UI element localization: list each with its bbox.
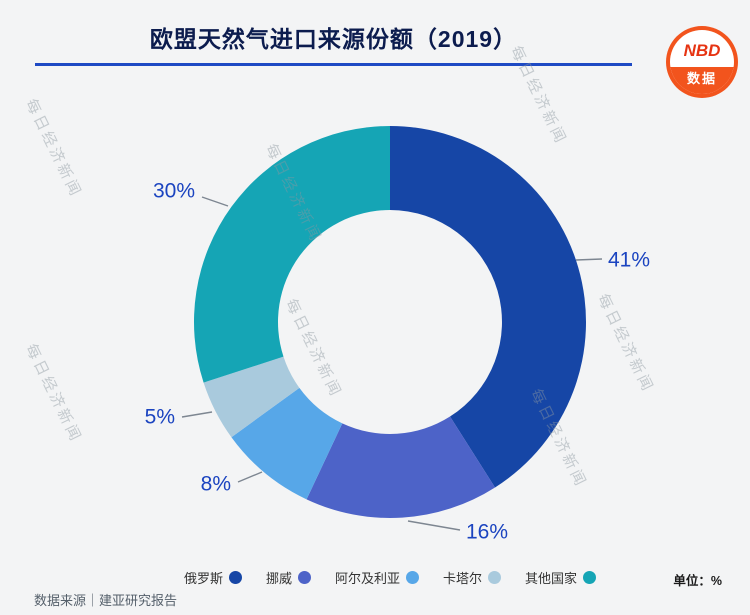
legend-dot [488,571,502,584]
chart-legend: 俄罗斯 挪威 阿尔及利亚 卡塔尔 其他国家 [150,568,630,587]
pie-slice-3 [231,387,343,500]
slice-percent-label: 30% [153,180,195,203]
title-divider [35,63,632,66]
legend-dot [297,571,311,584]
nbd-logo-text: NBD [683,41,721,60]
label-leader-line [201,196,229,207]
slice-percent-label: 5% [145,406,175,429]
legend-label: 挪威 [265,571,292,586]
data-source: 数据来源｜建亚研究报告 [34,593,178,608]
legend-dot [583,571,597,584]
pie-slice-5 [193,125,390,383]
legend-label: 俄罗斯 [183,571,223,586]
legend-item: 其他国家 [525,568,597,587]
label-leader-line [181,411,213,418]
legend-item: 挪威 [266,568,311,587]
nbd-logo-subtext: 数据 [670,67,734,94]
legend-label: 其他国家 [525,571,578,586]
pie-slice-4 [203,356,300,438]
nbd-logo: NBD 数据 [666,26,738,98]
legend-item: 阿尔及利亚 [335,568,419,587]
legend-item: 俄罗斯 [184,568,242,587]
legend-dot [406,571,419,584]
legend-label: 阿尔及利亚 [334,571,400,586]
label-leader-line [575,258,603,261]
slice-percent-label: 41% [608,249,650,272]
legend-label: 卡塔尔 [443,571,483,586]
label-leader-line [237,471,263,483]
unit-label: 单位：% [673,574,722,588]
slice-percent-label: 8% [201,473,231,496]
slice-percent-label: 16% [466,521,508,544]
legend-item: 卡塔尔 [443,568,502,587]
header: 欧盟天然气进口来源份额（2019） [35,20,632,54]
pie-slice-2 [306,416,496,519]
chart-title: 欧盟天然气进口来源份额（2019） [149,26,518,52]
legend-dot [228,571,242,584]
nbd-logo-inner: NBD 数据 [670,30,734,94]
donut-chart: 41% 16% 8% 5% 30% [145,125,650,544]
label-leader-line [407,520,461,531]
pie-slice-1 [390,126,587,488]
